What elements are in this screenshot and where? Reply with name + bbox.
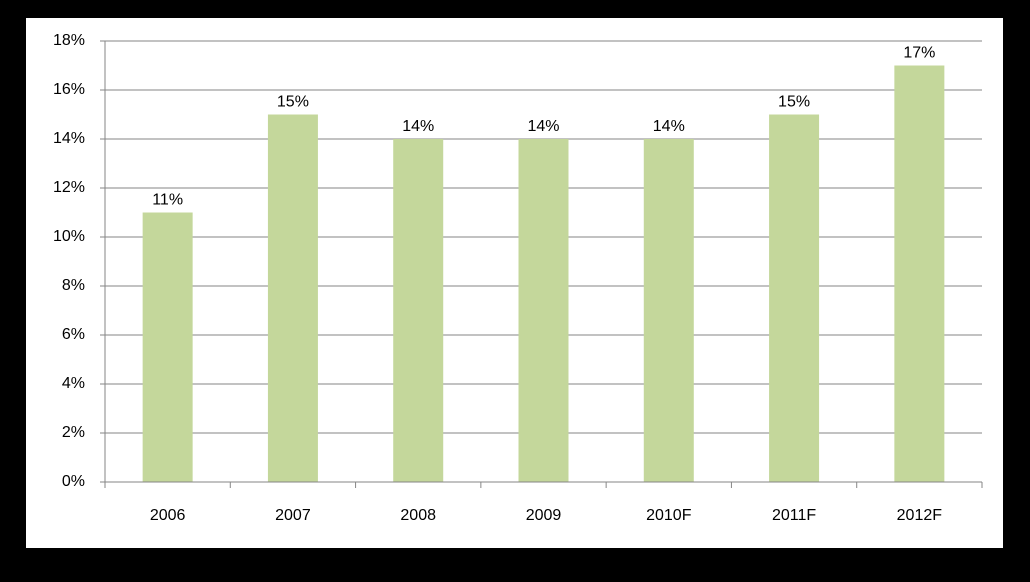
x-tick-label: 2006 <box>150 507 186 524</box>
data-label: 14% <box>653 118 685 135</box>
y-tick-label: 14% <box>53 130 85 147</box>
y-tick-label: 16% <box>53 81 85 98</box>
bar <box>643 139 694 482</box>
data-label: 14% <box>527 118 559 135</box>
data-label: 14% <box>402 118 434 135</box>
data-label: 15% <box>778 94 810 111</box>
x-tick-label: 2007 <box>275 507 311 524</box>
bar <box>894 65 945 482</box>
bar <box>769 114 820 482</box>
bar <box>142 212 193 482</box>
y-tick-label: 18% <box>53 32 85 49</box>
data-label: 15% <box>277 94 309 111</box>
x-tick-label: 2009 <box>526 507 562 524</box>
data-label: 17% <box>903 45 935 62</box>
bar <box>393 139 444 482</box>
bar <box>267 114 318 482</box>
y-tick-label: 10% <box>53 228 85 245</box>
y-tick-label: 2% <box>62 424 85 441</box>
y-tick-label: 12% <box>53 179 85 196</box>
y-tick-label: 8% <box>62 277 85 294</box>
x-tick-label: 2008 <box>400 507 436 524</box>
bar <box>518 139 569 482</box>
y-tick-label: 0% <box>62 473 85 490</box>
x-tick-label: 2010F <box>646 507 692 524</box>
x-tick-label: 2012F <box>897 507 943 524</box>
data-label: 11% <box>152 192 183 209</box>
x-tick-label: 2011F <box>772 507 816 524</box>
y-tick-label: 6% <box>62 326 85 343</box>
y-tick-label: 4% <box>62 375 85 392</box>
